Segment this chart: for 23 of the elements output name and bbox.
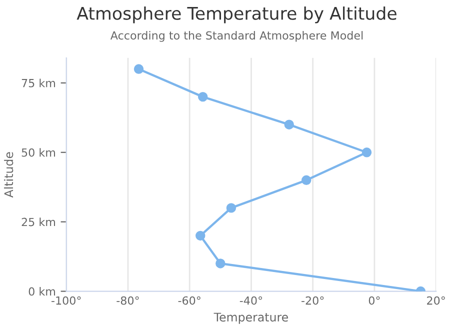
point	[284, 120, 294, 130]
y-axis-title: Altitude	[4, 152, 14, 198]
point	[302, 175, 312, 186]
chart-subtitle: According to the Standard Atmosphere Model	[110, 31, 363, 42]
y-tick-label: 50 km	[22, 148, 55, 157]
point	[134, 64, 144, 74]
x-tick-label: 20°	[427, 296, 445, 305]
point	[198, 92, 208, 102]
point	[196, 230, 206, 241]
x-tick-label: -20°	[302, 296, 324, 305]
x-tick-label: -40°	[240, 296, 262, 305]
y-tick-label: 25 km	[22, 218, 55, 226]
point	[226, 203, 236, 213]
point	[216, 258, 226, 268]
x-tick-label: -80°	[116, 296, 139, 305]
x-tick-label: -60°	[178, 296, 200, 305]
y-tick-label: 0 km	[28, 287, 55, 296]
chart-title: Atmosphere Temperature by Altitude	[76, 6, 396, 24]
point	[362, 148, 372, 158]
x-tick-label: -100°	[52, 296, 81, 305]
x-tick-label: 0°	[368, 296, 380, 305]
x-axis-title: Temperature	[214, 312, 288, 324]
y-tick-label: 75 km	[22, 78, 55, 88]
